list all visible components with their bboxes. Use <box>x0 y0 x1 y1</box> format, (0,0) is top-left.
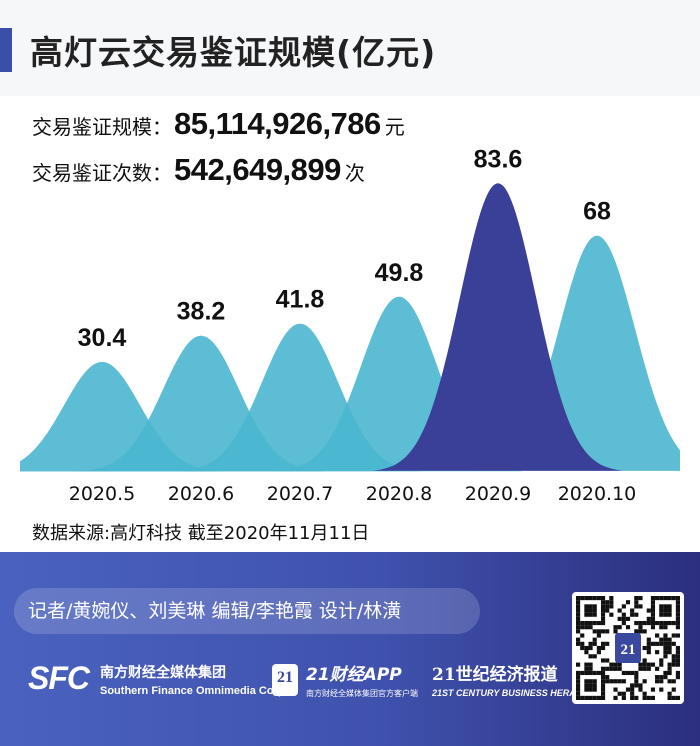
app-logo-icon: 21 <box>272 664 298 696</box>
data-label-2020.8: 49.8 <box>375 259 424 287</box>
x-tick-label-2020.9: 2020.9 <box>465 483 531 505</box>
app-name-cn: 21财经APP <box>306 665 402 685</box>
stat-volume-unit: 元 <box>384 115 405 139</box>
qr-code-pattern: 21 <box>576 596 680 700</box>
chart: 30.4 38.2 41.8 49.8 83.6 68 2020.5 2020.6 2020.7… <box>20 145 680 505</box>
sfc-name: 南方财经全媒体集团 Southern Finance Omnimedia Cor… <box>100 662 288 697</box>
stat-volume: 交易鉴证规模： 85,114,926,786 元 <box>32 106 405 142</box>
herald-name-cn: 21世纪经济报道 <box>432 665 558 685</box>
title-accent-bar <box>0 28 12 72</box>
sfc-logo: SFC <box>28 660 90 696</box>
app-name-sub: 南方财经全媒体集团官方客户端 <box>306 689 418 698</box>
stat-count-label: 交易鉴证次数： <box>32 161 172 185</box>
stat-volume-label: 交易鉴证规模： <box>32 115 172 139</box>
area-peak-2020.10 <box>472 235 680 471</box>
x-tick-label-2020.10: 2020.10 <box>558 483 637 505</box>
data-source: 数据来源:高灯科技 截至2020年11月11日 <box>32 523 370 544</box>
sfc-name-en: Southern Finance Omnimedia Corp. <box>100 685 288 697</box>
stat-count-unit: 次 <box>344 161 365 185</box>
stat-count: 交易鉴证次数： 542,649,899 次 <box>32 152 365 188</box>
sfc-name-cn: 南方财经全媒体集团 <box>100 665 226 681</box>
area-peak-2020.9 <box>373 183 623 471</box>
area-peak-2020.5 <box>20 362 227 472</box>
data-label-2020.10: 68 <box>583 198 611 226</box>
page-title: 高灯云交易鉴证规模(亿元) <box>30 33 437 72</box>
qr-code-icon[interactable]: 21 <box>572 592 684 704</box>
x-tick-label-2020.7: 2020.7 <box>267 483 333 505</box>
herald-name: 21世纪经济报道 21ST CENTURY BUSINESS HERALD <box>432 660 588 698</box>
stat-count-value: 542,649,899 <box>174 152 341 187</box>
qr-center-badge <box>615 633 641 663</box>
data-label-2020.5: 30.4 <box>78 324 127 352</box>
app-name: 21财经APP 南方财经全媒体集团官方客户端 <box>306 660 418 699</box>
header-band <box>0 0 700 96</box>
herald-name-en: 21ST CENTURY BUSINESS HERALD <box>432 688 588 698</box>
stat-volume-value: 85,114,926,786 <box>174 106 381 141</box>
data-label-2020.9: 83.6 <box>474 145 523 173</box>
qr-center-label: 21 <box>621 642 636 658</box>
credits: 记者/黄婉仪、刘美琳 编辑/李艳霞 设计/林潢 <box>14 588 480 634</box>
x-tick-label-2020.8: 2020.8 <box>366 483 432 505</box>
x-tick-label-2020.5: 2020.5 <box>69 483 135 505</box>
x-tick-label-2020.6: 2020.6 <box>168 483 234 505</box>
data-label-2020.7: 41.8 <box>276 286 325 314</box>
data-label-2020.6: 38.2 <box>177 298 226 326</box>
